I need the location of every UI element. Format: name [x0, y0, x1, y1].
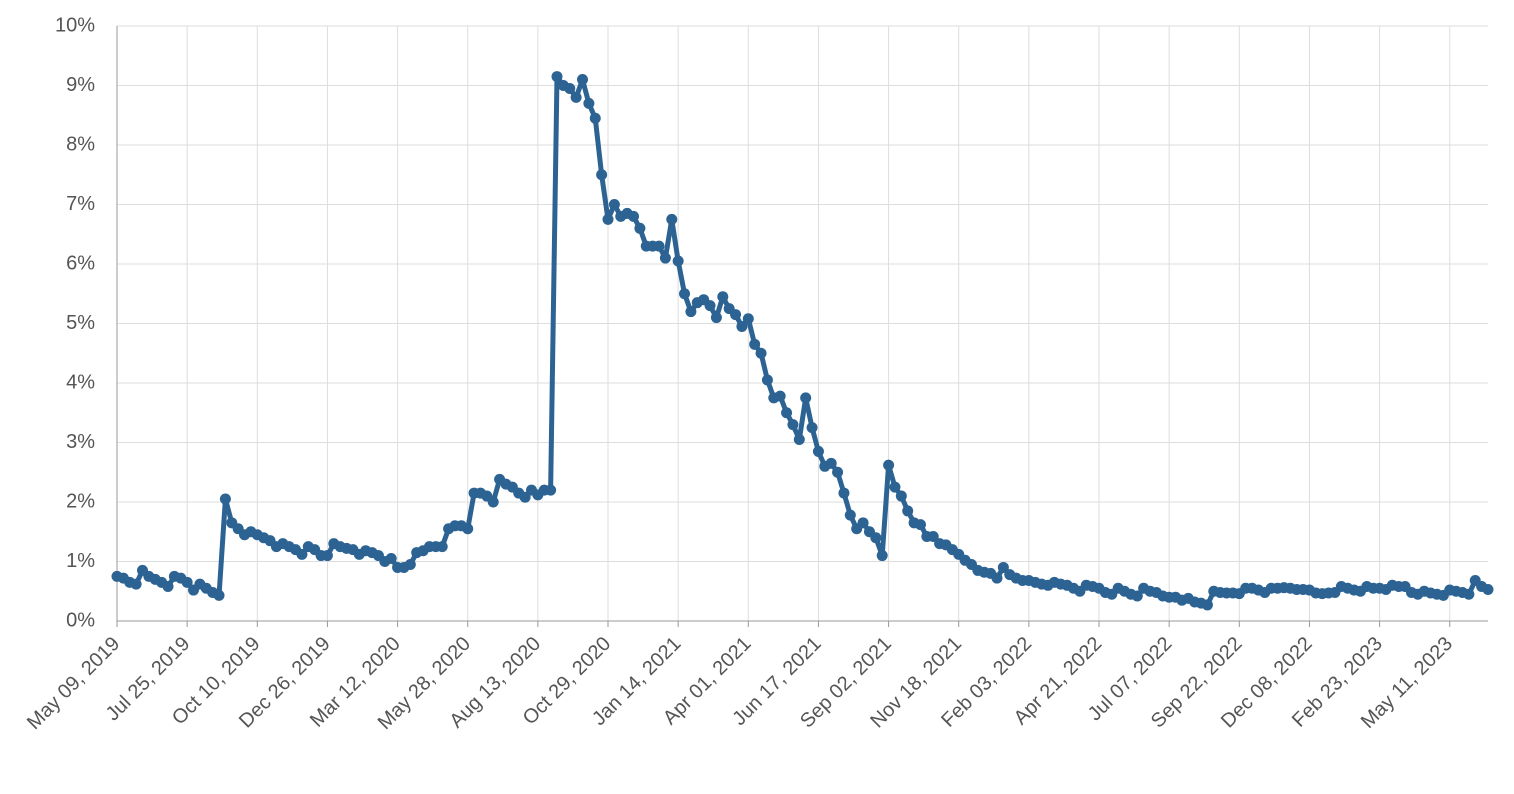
point: [991, 572, 1003, 584]
point: [883, 459, 895, 471]
point: [583, 97, 595, 109]
point: [679, 288, 691, 300]
point: [1131, 590, 1143, 602]
point: [761, 374, 773, 386]
point: [749, 338, 761, 350]
point: [997, 561, 1009, 573]
point: [628, 210, 640, 222]
point: [832, 466, 844, 478]
y-tick-label: 0%: [66, 609, 95, 631]
point: [889, 481, 901, 493]
point: [902, 505, 914, 517]
point: [162, 580, 174, 592]
point: [519, 491, 531, 503]
point: [462, 523, 474, 535]
point: [806, 422, 818, 434]
point: [634, 222, 646, 234]
point: [1201, 599, 1213, 611]
point: [551, 71, 563, 83]
point: [717, 291, 729, 303]
point: [857, 517, 869, 529]
point: [787, 419, 799, 431]
point: [914, 519, 926, 531]
y-tick-label: 9%: [66, 74, 95, 96]
point: [927, 531, 939, 543]
point: [844, 509, 856, 521]
y-tick-label: 4%: [66, 371, 95, 393]
y-tick-label: 7%: [66, 193, 95, 215]
point: [219, 493, 231, 505]
point: [704, 300, 716, 312]
y-tick-label: 10%: [55, 14, 95, 36]
point: [213, 589, 225, 601]
grid: [116, 25, 1488, 622]
point: [659, 252, 671, 264]
point: [870, 532, 882, 544]
point: [838, 487, 850, 499]
point: [876, 550, 888, 562]
point: [755, 347, 767, 359]
point: [800, 392, 812, 404]
y-tick-label: 8%: [66, 133, 95, 155]
point: [774, 390, 786, 402]
point: [825, 457, 837, 469]
y-tick-label: 1%: [66, 550, 95, 572]
point: [545, 484, 557, 496]
point: [1463, 588, 1475, 600]
point: [1482, 583, 1494, 595]
point: [130, 578, 142, 590]
line: [116, 74, 1490, 608]
x-tick-label: May 09, 2019: [23, 633, 124, 734]
point: [608, 199, 620, 210]
point: [404, 558, 416, 570]
point: [672, 255, 684, 267]
point: [781, 407, 793, 419]
point: [436, 541, 448, 553]
y-tick-label: 5%: [66, 312, 95, 334]
point: [736, 320, 748, 332]
point: [793, 434, 805, 446]
point: [730, 309, 742, 321]
point: [666, 213, 678, 225]
point: [602, 213, 614, 225]
point: [895, 490, 907, 502]
point: [596, 169, 608, 181]
point: [812, 445, 824, 457]
point: [577, 74, 589, 86]
point: [589, 112, 601, 124]
point: [296, 548, 308, 560]
point: [487, 496, 499, 508]
point: [181, 576, 193, 588]
point: [570, 91, 582, 103]
point: [385, 553, 397, 565]
y-tick-label: 6%: [66, 252, 95, 274]
point: [685, 306, 697, 318]
point: [564, 82, 576, 94]
point: [321, 550, 333, 562]
point: [710, 312, 722, 324]
point: [742, 313, 754, 325]
y-tick-label: 2%: [66, 490, 95, 512]
y-tick-label: 3%: [66, 431, 95, 453]
point: [653, 240, 665, 252]
